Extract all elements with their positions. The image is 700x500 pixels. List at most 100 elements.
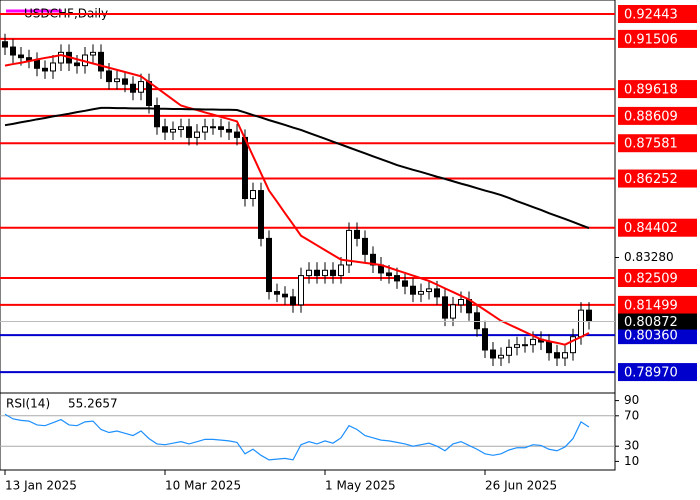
candle-body <box>282 293 288 298</box>
candle-body <box>178 126 184 130</box>
candle-body <box>474 312 480 330</box>
candle-body <box>570 336 576 354</box>
candle-body <box>346 229 352 266</box>
candle-body <box>106 70 112 83</box>
last-price-box <box>618 313 697 330</box>
level-label: 0.88609 <box>624 109 678 124</box>
level-label: 0.82509 <box>624 272 678 287</box>
moving-average <box>4 53 590 346</box>
level-label-box <box>618 295 697 314</box>
candle-body <box>402 280 408 287</box>
candle-body <box>330 269 336 277</box>
level-label-box <box>618 134 697 153</box>
candle-body <box>554 352 560 359</box>
candle-body <box>586 309 592 323</box>
level-label-box <box>618 326 697 345</box>
candle-body <box>218 126 224 130</box>
candle-body <box>274 291 280 295</box>
level-label-box <box>618 363 697 382</box>
candle-body <box>434 288 440 298</box>
level-label-box <box>618 29 697 48</box>
candle-body <box>74 62 80 67</box>
candle-body <box>210 126 216 129</box>
rsi-y-tick-label: 10 <box>624 454 639 468</box>
candle-body <box>194 131 200 138</box>
candle-body <box>266 237 272 293</box>
candle-body <box>306 269 312 277</box>
candle-body <box>394 275 400 282</box>
candle-body <box>410 285 416 295</box>
candle-body <box>418 291 424 295</box>
candle-body <box>514 344 520 348</box>
candle-body <box>186 126 192 138</box>
rsi-line <box>4 413 590 461</box>
candle-body <box>578 309 584 338</box>
candle-body <box>90 51 96 56</box>
candle-body <box>362 237 368 255</box>
x-tick-label: 26 Jun 2025 <box>485 479 557 493</box>
candle-body <box>490 349 496 359</box>
y-tick-label: 0.83280 <box>624 250 674 264</box>
plot-frame <box>0 0 616 471</box>
candle-body <box>58 51 64 64</box>
level-label: 0.91506 <box>624 32 678 47</box>
rsi-y-tick-label: 90 <box>624 393 639 407</box>
candle-body <box>298 275 304 306</box>
candle-body <box>354 229 360 239</box>
candle-body <box>2 41 8 48</box>
candle-body <box>386 272 392 277</box>
level-label-box <box>618 5 697 24</box>
level-label-box <box>618 269 697 288</box>
candle-body <box>234 131 240 138</box>
level-label: 0.87581 <box>624 137 678 152</box>
candle-body <box>562 352 568 359</box>
candle-body <box>530 338 536 346</box>
candle-body <box>450 304 456 319</box>
candle-body <box>10 46 16 56</box>
level-label-box <box>618 218 697 237</box>
candle-body <box>34 59 40 69</box>
candle-body <box>442 296 448 319</box>
candle-body <box>18 54 24 59</box>
candle-body <box>522 344 528 347</box>
candle-body <box>114 78 120 83</box>
level-label: 0.89618 <box>624 83 678 98</box>
rsi-name: RSI(14) <box>6 397 50 411</box>
rsi-y-tick-label: 30 <box>624 439 639 453</box>
candle-body <box>242 136 248 200</box>
moving-average <box>4 106 590 229</box>
candle-body <box>170 128 176 133</box>
candle-body <box>98 51 104 72</box>
candle-body <box>258 190 264 239</box>
candle-body <box>42 67 48 72</box>
candle-body <box>498 354 504 359</box>
candle-body <box>322 269 328 277</box>
candle-body <box>458 299 464 306</box>
candle-body <box>426 288 432 293</box>
rsi-value: 55.2657 <box>68 397 118 411</box>
candle-body <box>482 328 488 351</box>
candle-body <box>202 126 208 133</box>
level-label: 0.84402 <box>624 221 678 236</box>
candle-body <box>226 128 232 133</box>
candle-body <box>250 190 256 200</box>
candle-body <box>154 105 160 128</box>
candle-body <box>506 346 512 356</box>
level-label: 0.81499 <box>624 298 678 313</box>
candle-body <box>162 126 168 133</box>
level-label-box <box>618 80 697 99</box>
candle-body <box>50 62 56 72</box>
candle-body <box>146 81 152 107</box>
x-tick-label: 1 May 2025 <box>325 479 396 493</box>
level-label: 0.80360 <box>624 329 678 344</box>
candle-body <box>138 81 144 93</box>
x-tick-label: 13 Jan 2025 <box>5 479 77 493</box>
candle-body <box>338 264 344 277</box>
candle-body <box>314 269 320 277</box>
candle-body <box>370 253 376 266</box>
level-label: 0.78970 <box>624 366 678 381</box>
level-label-box <box>618 169 697 188</box>
x-tick-label: 10 Mar 2025 <box>165 479 241 493</box>
